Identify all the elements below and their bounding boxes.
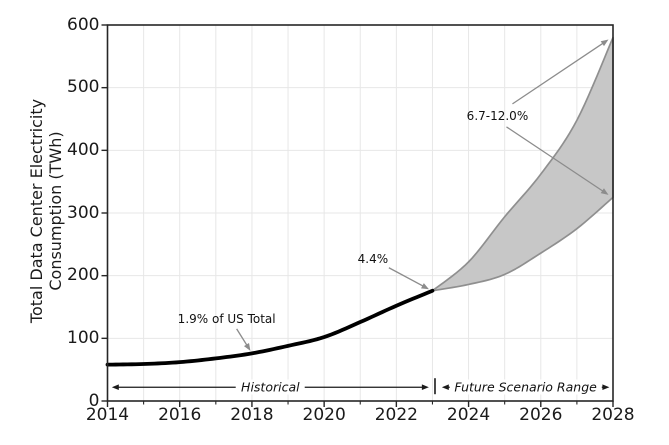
chart-figure: Total Data Center Electricity Consumptio… [27,14,635,425]
chart-canvas [101,24,614,407]
